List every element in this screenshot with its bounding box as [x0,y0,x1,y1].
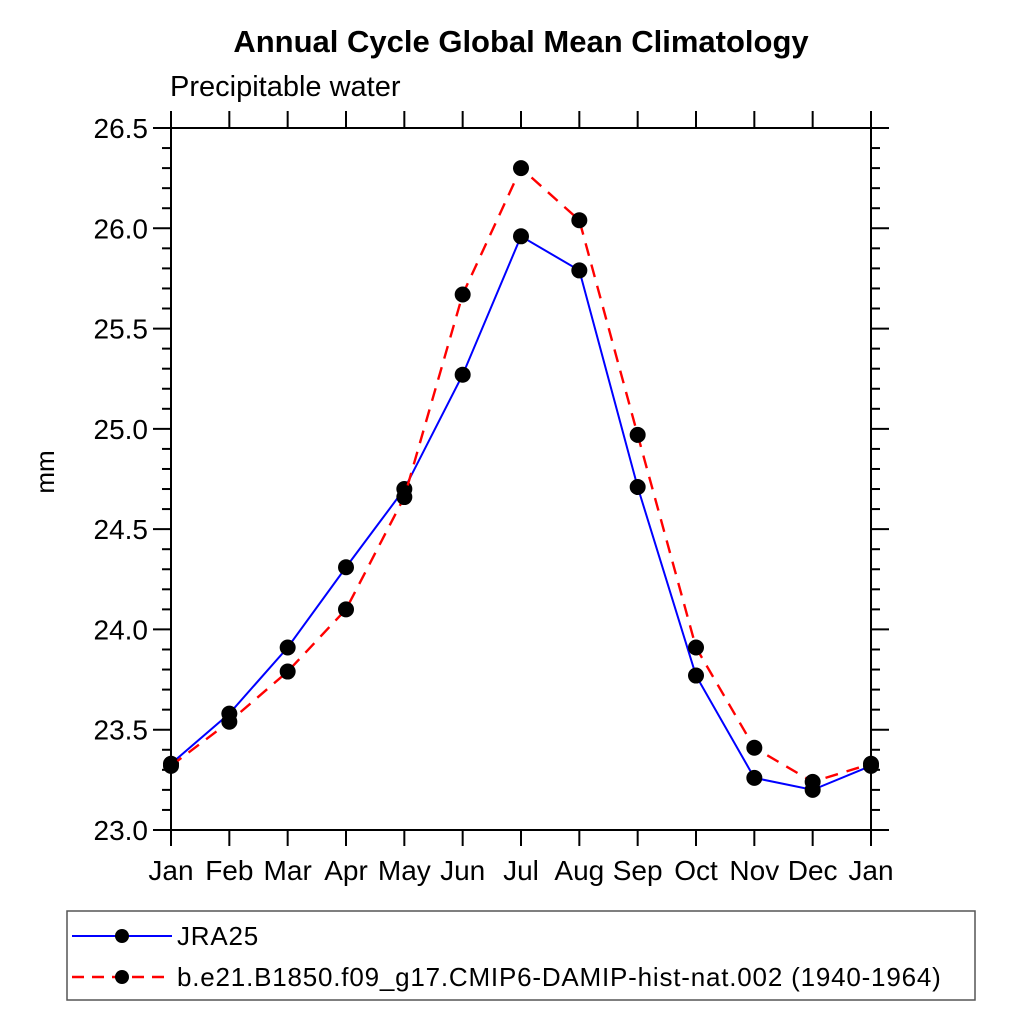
chart-subtitle: Precipitable water [170,71,401,103]
x-tick-label: Jun [440,855,485,886]
data-point [688,639,704,656]
x-tick-label: Jan [148,855,193,886]
x-tick-label: May [378,855,431,886]
data-point [629,479,646,496]
data-point [746,769,763,786]
data-point [221,713,238,730]
legend-label: JRA25 [177,921,259,951]
data-point [746,739,763,756]
data-point [279,663,296,680]
data-point [338,559,354,576]
legend-label: b.e21.B1850.f09_g17.CMIP6-DAMIP-hist-nat… [177,962,942,992]
x-tick-label: Nov [729,855,779,886]
x-tick-label: Sep [613,855,663,886]
y-tick-label: 26.5 [94,113,149,144]
legend-marker [115,929,129,943]
data-point [454,286,471,303]
x-tick-label: Jan [848,855,893,886]
legend-item: b.e21.B1850.f09_g17.CMIP6-DAMIP-hist-nat… [72,962,942,992]
data-point [571,212,588,229]
legend: JRA25 b.e21.B1850.f09_g17.CMIP6-DAMIP-his… [66,910,976,1001]
data-point [571,262,588,279]
series-line-1 [170,166,872,784]
data-point [863,755,879,772]
data-point [163,757,179,774]
y-tick-label: 23.0 [94,815,149,846]
data-point [513,160,529,177]
y-tick-label: 24.0 [94,614,149,645]
x-tick-label: Apr [324,855,368,886]
y-tick-label: 23.5 [94,715,149,746]
y-tick-label: 25.5 [94,314,149,345]
data-point [454,366,471,383]
x-tick-label: Mar [264,855,312,886]
legend-item: JRA25 [72,921,259,951]
data-point [804,773,821,790]
x-tick-label: Aug [554,855,604,886]
series-group [163,160,879,798]
data-point [338,601,354,618]
y-tick-label: 25.0 [94,414,149,445]
legend-box [66,910,976,1001]
series-line-0 [170,234,872,791]
data-point [688,667,704,684]
y-tick-label: 26.0 [94,213,149,244]
data-point [396,489,413,506]
x-tick-label: Feb [205,855,253,886]
data-point [279,639,296,656]
y-tick-label: 24.5 [94,514,149,545]
legend-marker [115,970,129,984]
data-point [513,228,529,245]
axes: 23.0 23.5 24.0 24.5 25.0 25.5 26.0 26.5 Jan Feb Ma… [94,111,894,886]
y-axis-title: mm [30,450,60,493]
chart-title: Annual Cycle Global Mean Climatology [233,24,809,59]
x-tick-label: Dec [788,855,838,886]
x-tick-label: Oct [674,855,718,886]
data-point [629,426,646,443]
x-tick-label: Jul [503,855,539,886]
